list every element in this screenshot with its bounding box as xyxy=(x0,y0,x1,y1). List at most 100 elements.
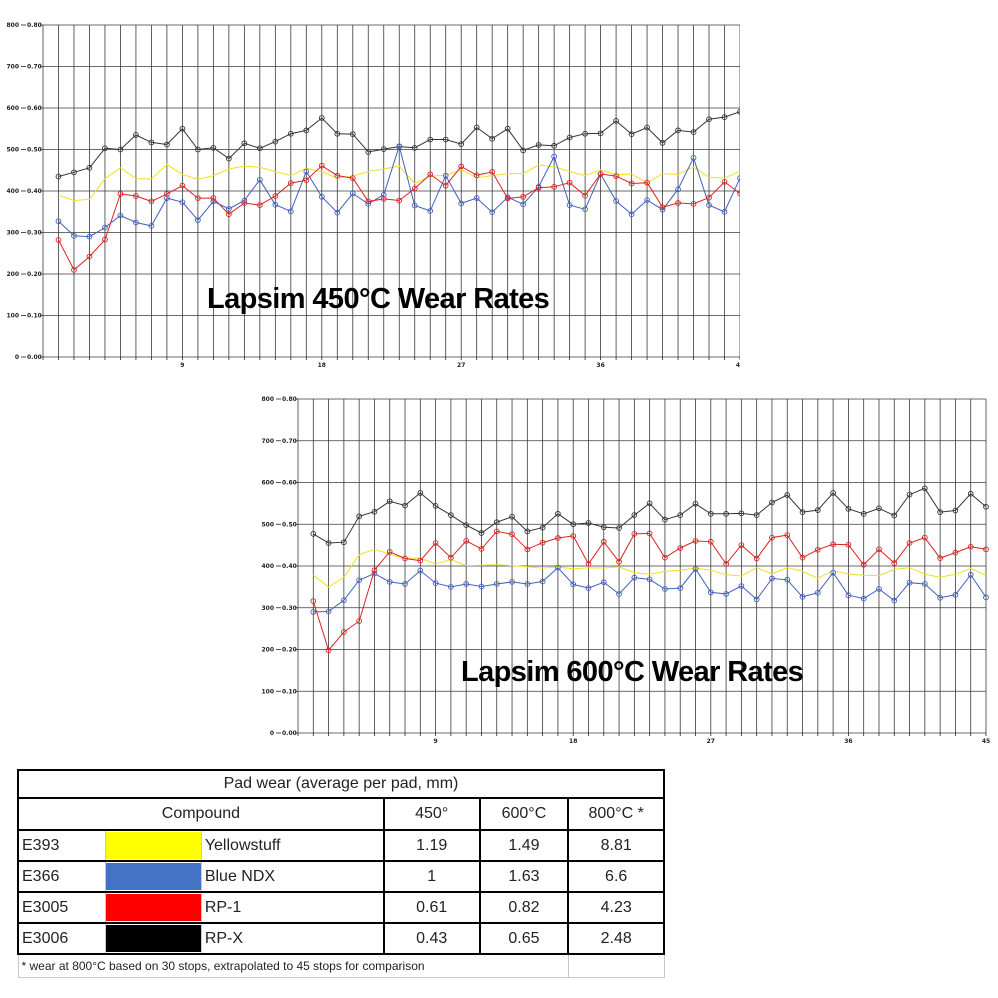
data-point xyxy=(753,555,760,562)
data-point xyxy=(448,584,454,590)
y-tick-label: 300 xyxy=(6,230,19,237)
y-tick-label: 0 xyxy=(270,730,274,737)
data-point xyxy=(318,162,325,169)
series-line xyxy=(58,165,740,271)
data-point xyxy=(983,594,989,601)
data-point xyxy=(675,127,681,134)
data-point xyxy=(195,195,201,201)
data-point xyxy=(582,192,588,199)
data-point xyxy=(402,581,408,587)
data-point xyxy=(463,581,470,587)
data-point xyxy=(566,134,573,141)
wear-450: 1 xyxy=(382,860,481,893)
data-point xyxy=(303,127,310,134)
data-point xyxy=(906,491,913,498)
data-point xyxy=(631,512,638,518)
data-point xyxy=(799,554,806,561)
data-point xyxy=(597,130,604,137)
header-600: 600°C xyxy=(478,797,570,831)
data-point xyxy=(402,555,408,562)
data-point xyxy=(600,538,607,545)
table-row: E366 Blue NDX 1 1.63 6.6 xyxy=(17,860,665,893)
y-tick-label: 800 xyxy=(6,22,19,29)
data-point xyxy=(493,519,500,526)
y2-tick-label: 0.10 xyxy=(27,313,42,320)
y2-tick-label: 0.60 xyxy=(282,480,297,487)
data-point xyxy=(102,236,108,243)
data-point xyxy=(845,592,852,599)
data-point xyxy=(585,561,592,567)
y-tick-label: 400 xyxy=(261,563,274,570)
data-point xyxy=(721,114,728,120)
data-point xyxy=(983,503,989,510)
data-point xyxy=(769,575,775,582)
data-point xyxy=(860,561,867,568)
data-point xyxy=(582,130,588,137)
data-point xyxy=(937,555,943,561)
data-point xyxy=(723,591,729,597)
y2-tick-label: 0.30 xyxy=(27,230,42,237)
x-tick-label: 27 xyxy=(707,738,715,745)
y2-tick-label: 0.00 xyxy=(282,730,297,737)
table-row: E393 Yellowstuff 1.19 1.49 8.81 xyxy=(17,829,665,862)
data-point xyxy=(524,546,531,553)
y-tick-label: 600 xyxy=(261,480,274,487)
data-point xyxy=(71,267,77,273)
data-point xyxy=(967,543,974,550)
data-point xyxy=(380,196,387,202)
data-point xyxy=(845,505,852,512)
data-point xyxy=(380,146,387,152)
data-point xyxy=(448,554,454,561)
data-point xyxy=(310,531,317,537)
data-point xyxy=(891,560,898,566)
data-point xyxy=(356,618,363,624)
data-point xyxy=(272,193,279,199)
chart-title: Lapsim 450°C Wear Rates xyxy=(207,283,549,315)
wear-800: 6.6 xyxy=(567,860,665,893)
data-point xyxy=(570,521,577,528)
data-point xyxy=(524,581,531,587)
data-point xyxy=(921,485,928,492)
y2-tick-label: 0.40 xyxy=(27,188,42,195)
data-point xyxy=(380,191,387,198)
data-point xyxy=(753,596,760,603)
data-point xyxy=(706,194,712,201)
data-point xyxy=(310,609,317,615)
data-point xyxy=(784,492,791,498)
y-tick-label: 500 xyxy=(261,521,274,528)
y-tick-label: 500 xyxy=(6,147,19,154)
data-point xyxy=(318,115,325,121)
data-point xyxy=(644,179,650,186)
data-point xyxy=(318,193,325,200)
data-point xyxy=(628,180,635,187)
data-point xyxy=(256,202,263,208)
header-800: 800°C * xyxy=(567,797,665,831)
header-450: 450° xyxy=(382,797,481,831)
data-point xyxy=(310,598,317,604)
data-point xyxy=(690,154,697,161)
data-point xyxy=(458,200,465,207)
data-point xyxy=(133,193,139,199)
data-point xyxy=(524,528,531,535)
data-point xyxy=(555,510,561,517)
table-row: E3005 RP-1 0.61 0.82 4.23 xyxy=(17,891,665,924)
data-point xyxy=(458,141,465,147)
data-point xyxy=(463,538,470,544)
data-point xyxy=(616,591,622,597)
data-point xyxy=(86,233,93,240)
data-point xyxy=(272,201,279,208)
data-point xyxy=(356,577,363,584)
data-point xyxy=(210,144,217,151)
series-3 xyxy=(310,528,989,654)
header-compound: Compound xyxy=(17,797,385,831)
data-point xyxy=(628,211,635,218)
data-point xyxy=(952,591,959,598)
series-1 xyxy=(312,548,987,588)
data-point xyxy=(707,538,714,545)
data-point xyxy=(102,224,108,231)
data-point xyxy=(520,193,527,200)
data-point xyxy=(427,136,434,143)
table-row: E3006 RP-X 0.43 0.65 2.48 xyxy=(17,922,665,955)
data-point xyxy=(520,201,527,208)
data-point xyxy=(509,513,515,520)
